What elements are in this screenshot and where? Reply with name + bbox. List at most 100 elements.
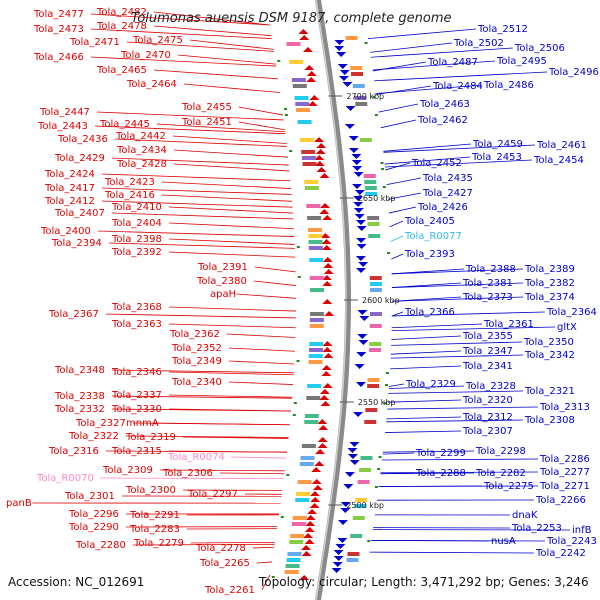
gene-label-right: Tola_2435 — [422, 173, 473, 184]
minus-strand-gene-arrow — [309, 503, 320, 508]
gene-label-left: Tola_R0070 — [36, 473, 94, 484]
gene-category-block — [359, 138, 372, 142]
minus-strand-gene-arrow — [304, 539, 315, 544]
kbp-label: 2600 kbp — [362, 296, 400, 305]
minus-strand-gene-arrow — [322, 257, 333, 262]
gene-category-block — [367, 216, 380, 220]
gene-label-left: Tola_2465 — [96, 65, 147, 76]
gene-label-right: nusA — [491, 536, 516, 547]
gene-label-left: Tola_2442 — [115, 131, 166, 142]
gene-category-block — [308, 246, 323, 250]
gene-label-left: Tola_2394 — [51, 238, 102, 249]
minus-strand-gene-arrow — [322, 299, 333, 304]
gene-category-block — [363, 174, 376, 178]
gene-category-block — [286, 558, 301, 562]
label-connector — [372, 61, 427, 72]
label-connector — [238, 106, 284, 116]
gene-label-left: apaH — [210, 289, 236, 300]
plus-strand-gene-arrow — [353, 172, 364, 177]
trna-tick — [387, 252, 391, 254]
trna-tick — [378, 456, 382, 458]
gene-label-right: infB — [572, 525, 592, 536]
plus-strand-gene-arrow — [344, 124, 355, 129]
label-connector — [256, 561, 272, 564]
gene-label-left: Tola_2404 — [111, 218, 162, 229]
trna-tick — [382, 186, 386, 188]
gene-category-block — [299, 462, 314, 466]
gene-label-left: Tola_2348 — [54, 365, 105, 376]
label-connector — [153, 11, 270, 26]
gene-category-block — [285, 564, 300, 568]
gene-category-block — [350, 66, 363, 70]
gene-label-right: Tola_2308 — [524, 415, 575, 426]
minus-strand-gene-arrow — [304, 527, 315, 532]
label-connector — [99, 477, 284, 480]
minus-strand-gene-arrow — [306, 77, 317, 82]
label-connector — [168, 408, 292, 412]
gene-label-left: Tola_2322 — [68, 431, 119, 442]
gene-category-block — [364, 186, 377, 190]
minus-strand-gene-arrow — [323, 263, 334, 268]
label-connector — [90, 28, 273, 40]
plus-strand-gene-arrow — [353, 412, 364, 417]
label-connector — [386, 177, 422, 186]
gene-label-right: Tola_2266 — [535, 495, 586, 506]
label-connector — [219, 472, 285, 475]
gene-category-block — [352, 84, 365, 88]
minus-strand-gene-arrow — [315, 149, 326, 154]
gene-label-left: Tola_2416 — [104, 190, 155, 201]
minus-strand-gene-arrow — [305, 521, 316, 526]
plus-strand-gene-arrow — [345, 106, 356, 111]
minus-strand-gene-arrow — [319, 395, 330, 400]
trna-tick — [381, 168, 385, 170]
gene-label-left: Tola_2330 — [111, 404, 162, 415]
label-connector — [101, 200, 293, 208]
label-connector — [168, 251, 296, 258]
gene-category-block — [368, 234, 381, 238]
label-connector — [391, 341, 523, 346]
gene-category-block — [309, 348, 324, 352]
gene-label-right: Tola_2388 — [465, 264, 516, 275]
label-connector — [125, 435, 289, 438]
gene-category-block — [295, 102, 310, 106]
gene-category-block — [308, 240, 323, 244]
trna-tick — [284, 114, 288, 116]
minus-strand-gene-arrow — [314, 155, 325, 160]
minus-strand-gene-arrow — [320, 203, 331, 208]
label-connector — [173, 149, 289, 158]
gene-category-block — [359, 468, 372, 472]
minus-strand-gene-arrow — [321, 275, 332, 280]
gene-category-block — [367, 384, 380, 388]
gene-category-block — [369, 282, 382, 286]
label-connector — [380, 471, 539, 474]
minus-strand-gene-arrow — [314, 161, 325, 166]
kbp-label: 2500 kbp — [346, 501, 384, 510]
plus-strand-gene-arrow — [349, 460, 360, 465]
label-connector — [189, 39, 274, 50]
gene-category-block — [297, 120, 312, 124]
trna-tick — [297, 276, 301, 278]
plus-strand-gene-arrow — [340, 502, 351, 507]
label-connector — [177, 54, 276, 65]
label-connector — [182, 436, 289, 439]
label-connector — [369, 551, 535, 554]
gene-label-right: Tola_2313 — [539, 402, 590, 413]
label-connector — [367, 28, 477, 40]
label-connector — [168, 238, 295, 245]
label-connector — [376, 84, 483, 94]
label-connector — [380, 119, 417, 129]
label-connector — [383, 143, 472, 152]
gene-category-block — [301, 156, 316, 160]
gene-category-block — [369, 288, 382, 292]
gene-label-left: Tola_2429 — [54, 153, 105, 164]
plus-strand-gene-arrow — [343, 484, 354, 489]
label-connector — [385, 430, 462, 433]
plus-strand-gene-arrow — [332, 562, 343, 567]
gene-label-left: Tola_2478 — [96, 21, 147, 32]
gene-label-left: Tola_2434 — [116, 145, 167, 156]
label-connector — [391, 268, 524, 275]
minus-strand-gene-arrow — [319, 173, 330, 178]
plus-strand-gene-arrow — [353, 196, 364, 201]
gene-label-left: mnmA — [126, 418, 159, 429]
plus-strand-gene-arrow — [355, 382, 366, 387]
